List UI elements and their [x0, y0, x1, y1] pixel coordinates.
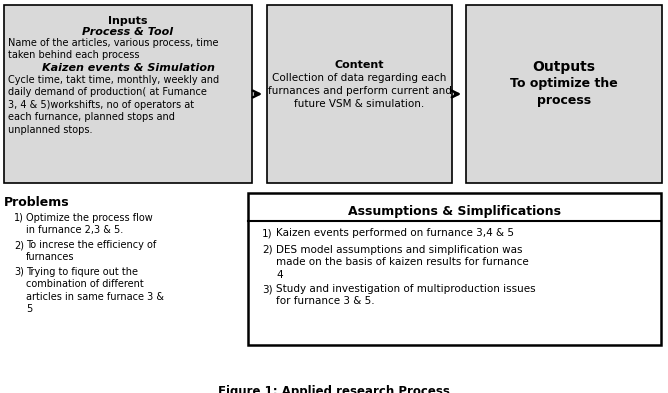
Text: Problems: Problems [4, 196, 69, 209]
Text: To increse the efficiency of
furnances: To increse the efficiency of furnances [26, 240, 156, 263]
Text: Name of the articles, various process, time
taken behind each process: Name of the articles, various process, t… [8, 38, 218, 61]
Text: Study and investigation of multiproduction issues
for furnance 3 & 5.: Study and investigation of multiproducti… [276, 284, 536, 307]
Text: 2): 2) [262, 245, 273, 255]
Bar [466, 5, 662, 183]
Text: 1): 1) [14, 213, 24, 223]
Text: Optimize the process flow
in furnance 2,3 & 5.: Optimize the process flow in furnance 2,… [26, 213, 153, 235]
Text: Content: Content [335, 60, 384, 70]
Bar [248, 193, 661, 345]
Text: Kaizen events & Simulation: Kaizen events & Simulation [41, 63, 214, 73]
Text: 3): 3) [262, 284, 273, 294]
Text: Trying to fiqure out the
combination of different
articles in same furnace 3 &
5: Trying to fiqure out the combination of … [26, 267, 164, 314]
Bar [4, 5, 252, 183]
Text: Kaizen events performed on furnance 3,4 & 5: Kaizen events performed on furnance 3,4 … [276, 228, 514, 238]
Text: Cycle time, takt time, monthly, weekly and
daily demand of production( at Fumanc: Cycle time, takt time, monthly, weekly a… [8, 75, 219, 134]
Text: Assumptions & Simplifications: Assumptions & Simplifications [348, 205, 561, 218]
Text: Process & Tool: Process & Tool [82, 27, 174, 37]
Text: 2): 2) [14, 240, 24, 250]
Text: 3): 3) [14, 267, 24, 277]
Text: Collection of data regarding each
furnances and perform current and
future VSM &: Collection of data regarding each furnan… [268, 73, 452, 108]
Text: 1): 1) [262, 228, 273, 238]
Bar [267, 5, 452, 183]
Text: DES model assumptions and simplification was
made on the basis of kaizen results: DES model assumptions and simplification… [276, 245, 529, 280]
Text: Outputs: Outputs [532, 60, 595, 74]
Text: Inputs: Inputs [108, 16, 148, 26]
Text: Figure 1: Applied research Process: Figure 1: Applied research Process [218, 385, 450, 393]
Text: To optimize the
process: To optimize the process [510, 77, 618, 107]
